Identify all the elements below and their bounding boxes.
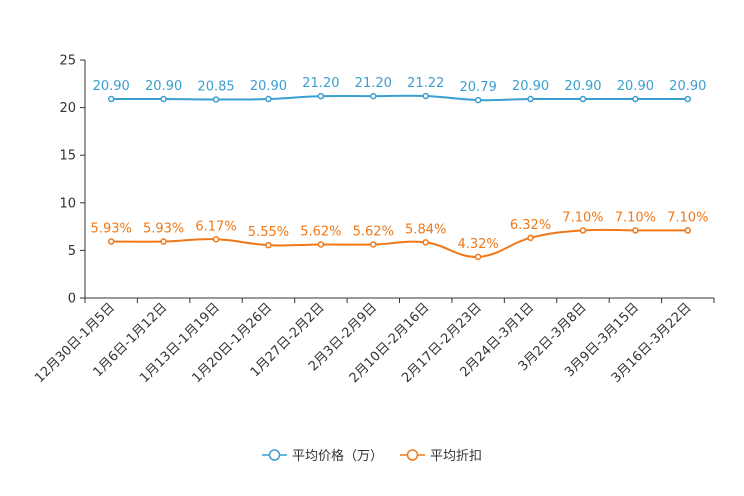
series-0-data-label: 20.90 <box>564 79 601 94</box>
series-0-data-label: 21.20 <box>302 76 339 91</box>
series-0-data-label: 20.85 <box>197 80 234 95</box>
series-1-point <box>527 234 534 242</box>
series-0-point <box>317 92 325 100</box>
y-tick-label: 15 <box>59 149 76 164</box>
series-0-data-label: 20.90 <box>617 79 654 94</box>
series-1-data-label: 5.93% <box>143 222 184 237</box>
series-1-data-label: 5.93% <box>91 222 132 237</box>
series-0-point <box>370 92 377 100</box>
series-1-point <box>474 253 482 261</box>
series-0-data-label: 20.90 <box>512 79 549 94</box>
series-0-point <box>212 96 220 103</box>
series-1-data-label: 5.62% <box>353 224 394 239</box>
y-tick-label: 20 <box>59 101 76 116</box>
legend-label: 平均折扣 <box>430 449 482 464</box>
series-1-point <box>632 227 639 234</box>
series-0-point <box>422 92 429 100</box>
series-1-data-label: 6.17% <box>195 219 236 234</box>
y-tick-label: 10 <box>59 196 76 211</box>
series-0-point <box>684 95 692 103</box>
series-0-data-label: 20.90 <box>93 79 130 94</box>
series-0-data-label: 20.79 <box>460 80 497 95</box>
series-0-data-label: 20.90 <box>669 79 706 94</box>
series-1-point <box>317 241 325 248</box>
y-tick-label: 25 <box>59 54 76 69</box>
series-1-point <box>370 241 377 248</box>
series-1-point <box>107 238 115 245</box>
series-1-data-label: 7.10% <box>667 210 708 225</box>
series-0-point <box>579 95 587 103</box>
series-0-point <box>107 95 115 103</box>
series-1-data-label: 5.84% <box>405 222 446 237</box>
series-1-data-label: 7.10% <box>562 210 603 225</box>
legend-marker <box>268 449 281 461</box>
legend-marker <box>406 449 419 461</box>
series-0-data-label: 21.20 <box>355 76 392 91</box>
series-1-line <box>111 228 688 258</box>
series-1-data-label: 7.10% <box>615 210 656 225</box>
series-1-point <box>422 239 429 246</box>
series-0-point <box>160 95 167 103</box>
series-1-data-label: 6.32% <box>510 218 551 233</box>
series-0-point <box>474 96 482 104</box>
y-tick-label: 0 <box>68 292 76 307</box>
series-0-data-label: 20.90 <box>250 79 287 94</box>
series-0-point <box>632 95 639 103</box>
series-1-data-label: 5.55% <box>248 225 289 240</box>
series-0-point <box>265 95 272 103</box>
series-1-data-label: 5.62% <box>300 224 341 239</box>
series-0-data-label: 20.90 <box>145 79 182 94</box>
series-0-line <box>111 94 688 102</box>
series-0-data-label: 21.22 <box>407 76 444 91</box>
series-1-point <box>265 241 272 249</box>
series-1-point <box>160 238 167 245</box>
series-1-point <box>579 227 587 234</box>
legend-label: 平均价格（万） <box>292 448 383 464</box>
series-1-point <box>684 227 692 234</box>
y-tick-label: 5 <box>68 244 76 259</box>
series-1-data-label: 4.32% <box>457 237 498 252</box>
series-1-point <box>212 236 220 243</box>
series-0-point <box>527 95 534 103</box>
